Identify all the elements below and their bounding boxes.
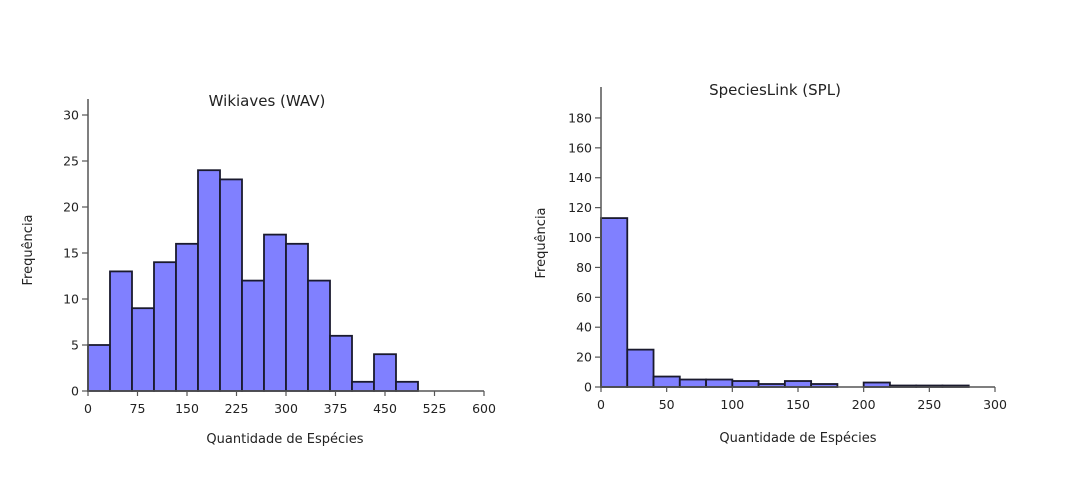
x-tick-label: 75 [130,401,146,416]
x-tick-label: 0 [597,397,605,412]
chart-specieslink: SpeciesLink (SPL) Quantidade de Espécies… [534,81,1007,446]
histogram-bar [705,378,734,388]
y-ticks: 0 5 10 15 20 25 30 [63,108,88,399]
histogram-bar [329,334,353,392]
x-tick-label: 525 [423,401,447,416]
x-tick-label: 225 [225,401,249,416]
histogram-bar [652,375,681,388]
chart-wikiaves: Wikiaves (WAV) Quantidade de Espécies Fr… [21,92,496,447]
x-tick-label: 450 [373,401,397,416]
x-ticks: 0 50 100 150 200 250 300 [597,387,1007,412]
x-tick-label: 100 [720,397,744,412]
bars [87,169,419,392]
y-tick-label: 15 [63,246,79,261]
histogram-bar [783,380,813,388]
x-axis-label: Quantidade de Espécies [719,431,876,446]
y-axis-label: Frequência [534,207,549,278]
histogram-bar [241,279,265,392]
y-tick-label: 160 [568,140,592,155]
y-tick-label: 0 [71,384,79,399]
histogram-bar [87,344,111,392]
y-tick-label: 100 [568,230,592,245]
x-axis-label: Quantidade de Espécies [206,432,363,447]
chart-title: SpeciesLink (SPL) [709,81,841,99]
x-tick-label: 0 [84,401,92,416]
axes [600,87,995,388]
y-tick-label: 25 [63,154,79,169]
histogram-bar [351,380,375,392]
histogram-bar [626,348,655,388]
x-tick-label: 250 [917,397,941,412]
x-tick-label: 375 [324,401,348,416]
y-tick-label: 60 [576,290,592,305]
histogram-bar [285,242,309,392]
histogram-bar [373,353,397,392]
x-tick-label: 150 [786,397,810,412]
x-tick-label: 150 [175,401,199,416]
histogram-bar [600,217,629,388]
y-tick-label: 120 [568,200,592,215]
x-tick-label: 50 [659,397,675,412]
y-tick-label: 180 [568,110,592,125]
histogram-bar [109,270,133,392]
y-tick-label: 80 [576,260,592,275]
y-axis-label: Frequência [21,214,36,285]
histogram-bar [197,169,221,392]
y-tick-label: 20 [63,200,79,215]
y-tick-label: 30 [63,108,79,123]
y-tick-label: 0 [584,380,592,395]
histogram-bar [219,178,243,392]
bars [600,217,970,388]
histogram-bar [263,233,287,392]
histogram-bar [175,242,199,392]
y-tick-label: 140 [568,170,592,185]
y-tick-label: 10 [63,292,79,307]
x-tick-label: 300 [983,397,1007,412]
x-ticks: 0 75 150 225 300 375 450 525 600 [84,391,496,416]
chart-title: Wikiaves (WAV) [209,92,326,110]
histogram-bar [731,380,760,388]
y-tick-label: 20 [576,350,592,365]
histogram-bar [307,279,331,392]
y-tick-label: 5 [71,338,79,353]
histogram-bar [678,378,707,388]
histogram-bar [153,261,177,392]
y-tick-label: 40 [576,320,592,335]
histogram-bar [395,380,419,392]
x-tick-label: 200 [852,397,876,412]
y-ticks: 0 20 40 60 80 100 120 140 160 180 [568,110,601,395]
x-tick-label: 600 [472,401,496,416]
histogram-bar [131,307,155,392]
x-tick-label: 300 [274,401,298,416]
